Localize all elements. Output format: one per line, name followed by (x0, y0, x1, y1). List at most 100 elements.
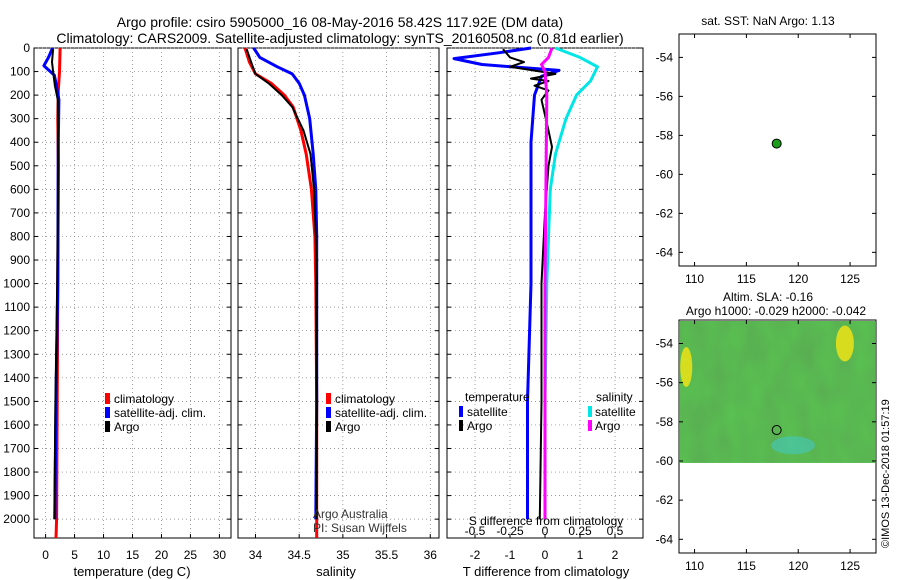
temperature-series (42, 47, 62, 539)
legend-swatch-climatology (326, 393, 331, 404)
salinity-xlabel: salinity (316, 564, 356, 579)
x-tick-label: 30 (213, 548, 227, 562)
legend-label-climatology: climatology (335, 392, 395, 406)
difference-xlabel: T difference from climatology (463, 564, 630, 579)
sla-high-anomaly (680, 346, 693, 387)
lon-tick-label: 110 (685, 559, 704, 573)
legend-swatch-satellite (326, 407, 331, 418)
lat-tick-label: -60 (656, 167, 674, 181)
x-tick-label: 35.5 (375, 548, 399, 562)
legend-swatch-argo (326, 421, 331, 432)
legend-label-argo: Argo (114, 420, 140, 434)
lat-tick-label: -62 (656, 206, 674, 220)
x-tick-label: 15 (126, 548, 140, 562)
difference-x-ticks: -2 -1 0 1 2 (470, 548, 619, 562)
lat-tick-label: -58 (656, 415, 674, 429)
series-line-argo (245, 48, 318, 520)
legend-label-climatology: climatology (114, 392, 174, 406)
temperature-xlabel: temperature (deg C) (73, 564, 190, 579)
lat-tick-label: -62 (656, 493, 674, 507)
lat-tick-label: -64 (656, 245, 674, 259)
depth-tick-label: 600 (10, 182, 30, 196)
difference-xlabel-top: S difference from climatology (469, 514, 624, 528)
lon-tick-label: 115 (737, 559, 756, 573)
depth-tick-label: 900 (10, 253, 30, 267)
lon-tick-label: 110 (685, 272, 704, 286)
depth-tick-label: 800 (10, 229, 30, 243)
depth-tick-label: 1000 (3, 277, 30, 291)
lat-tick-label: -60 (656, 454, 674, 468)
lon-tick-label: 115 (737, 272, 756, 286)
depth-axis: 0 100 200 300 400 500 600 700 800 900 1000 1100 1200… (3, 41, 30, 526)
depth-tick-label: 1400 (3, 371, 30, 385)
legend-title-salinity: salinity (596, 390, 633, 404)
legend-title-temperature: temperature (465, 390, 530, 404)
x-tick-label: 10 (97, 548, 111, 562)
depth-tick-label: 0 (23, 41, 30, 55)
legend-swatch-s-argo (588, 420, 592, 431)
lon-tick-label: 125 (840, 272, 860, 286)
depth-tick-label: 1100 (4, 300, 30, 314)
x-tick-label: 0 (542, 548, 549, 562)
x-tick-label: 20 (155, 548, 169, 562)
sst-map-axes: 110 115 120 125 -54 -56 -58 -60 -62 -64 (656, 34, 876, 286)
salinity-tick-label: 0 (542, 524, 549, 538)
lat-tick-label: -54 (656, 50, 674, 64)
sst-map-panel: sat. SST: NaN Argo: 1.13 110 115 120 125 -54… (656, 14, 877, 286)
credit-line1: Argo Australia (313, 507, 388, 521)
depth-tick-label: 500 (10, 159, 30, 173)
sst-map-frame (678, 33, 877, 267)
lon-tick-label: 120 (788, 272, 808, 286)
salinity-legend: climatology satellite-adj. clim. Argo (326, 392, 427, 434)
x-tick-label: 34.5 (287, 548, 311, 562)
salinity-grid (238, 47, 439, 538)
legend-label-s-satellite: satellite (595, 405, 636, 419)
difference-salinity-ticks: -0.5 -0.25 0 0.25 0.5 (465, 524, 624, 538)
depth-tick-label: 1300 (3, 347, 30, 361)
x-tick-label: -1 (505, 548, 516, 562)
salinity-series (243, 47, 319, 538)
sla-low-anomaly (771, 436, 816, 455)
header-line2: Climatology: CARS2009. Satellite-adjuste… (56, 30, 623, 46)
legend-label-argo: Argo (335, 420, 361, 434)
legend-swatch-s-satellite (588, 406, 592, 417)
x-tick-label: 25 (184, 548, 198, 562)
temperature-panel: 0 5 10 15 20 25 30 temperature (deg C) climato… (33, 47, 232, 579)
legend-label-satellite: satellite-adj. clim. (114, 406, 206, 420)
legend-swatch-argo (105, 421, 110, 432)
sst-map-title: sat. SST: NaN Argo: 1.13 (701, 14, 835, 28)
x-tick-label: -2 (470, 548, 481, 562)
sst-profile-marker (771, 138, 782, 149)
depth-tick-label: 700 (10, 206, 30, 220)
depth-tick-label: 1700 (3, 441, 30, 455)
lon-tick-label: 120 (788, 559, 808, 573)
depth-tick-label: 1500 (3, 394, 30, 408)
footer-stamp: ©IMOS 13-Dec-2018 01:57:19 (880, 399, 892, 548)
salinity-x-ticks: 34 34.5 35 35.5 36 (249, 548, 437, 562)
lat-tick-label: -56 (656, 89, 674, 103)
sla-map-title2: Argo h1000: -0.029 h2000: -0.042 (686, 304, 866, 318)
header-line1: Argo profile: csiro 5905000_16 08-May-20… (117, 14, 563, 30)
temperature-legend: climatology satellite-adj. clim. Argo (105, 392, 206, 434)
series-line-s-argo (540, 47, 554, 520)
lon-tick-label: 125 (840, 559, 860, 573)
salinity-tick-label: 0.5 (607, 524, 624, 538)
depth-tick-label: 300 (10, 112, 30, 126)
x-tick-label: 34 (249, 548, 263, 562)
credit-line2: PI: Susan Wijffels (313, 521, 407, 535)
temperature-grid (34, 47, 231, 538)
series-line-argo (51, 49, 60, 520)
depth-tick-label: 1200 (3, 324, 30, 338)
salinity-tick-label: 0.25 (568, 524, 592, 538)
lat-tick-label: -54 (656, 336, 674, 350)
difference-panel: -2 -1 0 1 2 -0.5 -0.25 0 0.25 0.5 S difference f… (446, 46, 644, 579)
legend-swatch-t-satellite (459, 406, 463, 417)
temperature-x-ticks: 0 5 10 15 20 25 30 (42, 548, 226, 562)
sla-map-axes: 110 115 120 125 -54 -56 -58 -60 -62 -64 (656, 320, 876, 573)
salinity-panel: 34 34.5 35 35.5 36 salinity climatology sate… (237, 47, 440, 579)
x-tick-label: 36 (424, 548, 438, 562)
legend-label-satellite: satellite-adj. clim. (335, 406, 427, 420)
series-line-t-argo (502, 48, 557, 520)
salinity-tick-label: -0.5 (465, 524, 486, 538)
legend-swatch-climatology (105, 393, 110, 404)
